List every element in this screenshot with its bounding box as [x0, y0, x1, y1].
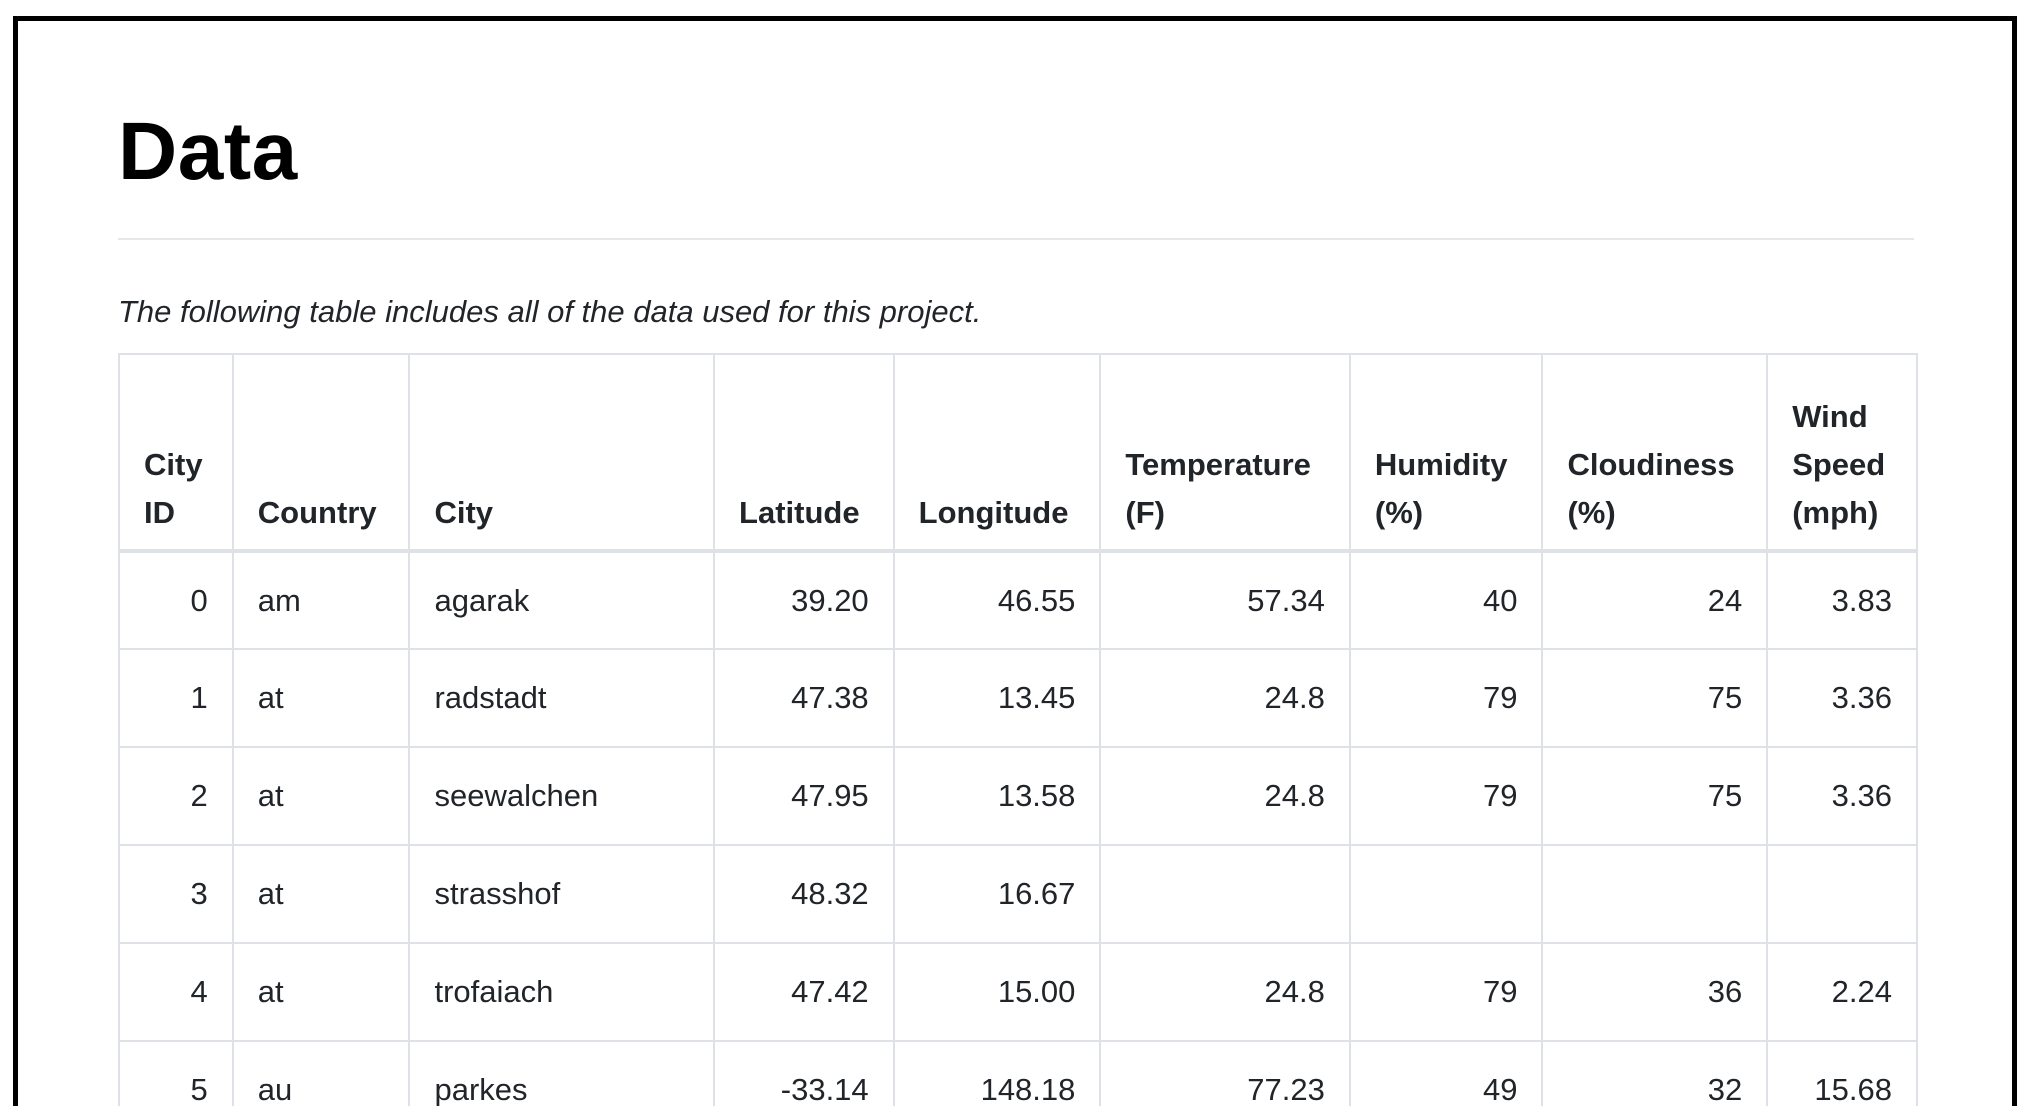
- cell-city: agarak: [408, 550, 716, 650]
- header-wind-speed[interactable]: Wind Speed (mph): [1766, 353, 1918, 553]
- cell-city: radstadt: [408, 648, 716, 748]
- cell-city-id: 4: [118, 942, 234, 1042]
- cell-cloudiness: 32: [1541, 1040, 1769, 1106]
- cell-country: at: [231, 746, 411, 846]
- cell-cloudiness: 75: [1541, 746, 1769, 846]
- cell-wind-speed: 15.68: [1766, 1040, 1918, 1106]
- header-humidity[interactable]: Humidity (%): [1348, 353, 1544, 553]
- cell-latitude: 47.42: [713, 942, 895, 1042]
- cell-country: at: [231, 844, 411, 944]
- cell-longitude: 15.00: [892, 942, 1102, 1042]
- cell-latitude: 48.32: [713, 844, 895, 944]
- header-latitude[interactable]: Latitude: [713, 353, 895, 553]
- cell-city-id: 2: [118, 746, 234, 846]
- cell-city: trofaiach: [408, 942, 716, 1042]
- header-city[interactable]: City: [408, 353, 716, 553]
- table-row: 1 at radstadt 47.38 13.45 24.8 79 75 3.3…: [118, 648, 1918, 748]
- cell-temperature: 77.23: [1099, 1040, 1351, 1106]
- table-row: 4 at trofaiach 47.42 15.00 24.8 79 36 2.…: [118, 942, 1918, 1042]
- cell-latitude: 39.20: [713, 550, 895, 650]
- intro-text: The following table includes all of the …: [118, 294, 982, 329]
- header-row: City ID Country City Latitude Longitude …: [118, 353, 1918, 553]
- table-row: 3 at strasshof 48.32 16.67: [118, 844, 1918, 944]
- cell-humidity: 79: [1348, 942, 1544, 1042]
- title-divider: [118, 238, 1914, 240]
- cell-city: strasshof: [408, 844, 716, 944]
- cell-country: at: [231, 648, 411, 748]
- cell-temperature: 24.8: [1099, 942, 1351, 1042]
- table-row: 2 at seewalchen 47.95 13.58 24.8 79 75 3…: [118, 746, 1918, 846]
- header-longitude[interactable]: Longitude: [892, 353, 1102, 553]
- cell-wind-speed: 2.24: [1766, 942, 1918, 1042]
- cell-country: at: [231, 942, 411, 1042]
- cell-country: au: [231, 1040, 411, 1106]
- table-row: 5 au parkes -33.14 148.18 77.23 49 32 15…: [118, 1040, 1918, 1106]
- cell-wind-speed: 3.83: [1766, 550, 1918, 650]
- cell-temperature: [1099, 844, 1351, 944]
- cell-longitude: 16.67: [892, 844, 1102, 944]
- cell-longitude: 13.58: [892, 746, 1102, 846]
- cell-humidity: [1348, 844, 1544, 944]
- header-temperature[interactable]: Temperature (F): [1099, 353, 1351, 553]
- cell-temperature: 57.34: [1099, 550, 1351, 650]
- cell-latitude: 47.95: [713, 746, 895, 846]
- table-row: 0 am agarak 39.20 46.55 57.34 40 24 3.83: [118, 550, 1918, 650]
- data-table: City ID Country City Latitude Longitude …: [118, 353, 1918, 1106]
- cell-cloudiness: 24: [1541, 550, 1769, 650]
- cell-longitude: 148.18: [892, 1040, 1102, 1106]
- cell-humidity: 49: [1348, 1040, 1544, 1106]
- cell-temperature: 24.8: [1099, 746, 1351, 846]
- cell-cloudiness: 75: [1541, 648, 1769, 748]
- cell-cloudiness: [1541, 844, 1769, 944]
- cell-city-id: 0: [118, 550, 234, 650]
- cell-humidity: 40: [1348, 550, 1544, 650]
- page-frame: Data The following table includes all of…: [13, 16, 2017, 1106]
- cell-humidity: 79: [1348, 746, 1544, 846]
- page-title: Data: [118, 106, 298, 197]
- cell-cloudiness: 36: [1541, 942, 1769, 1042]
- table-header: City ID Country City Latitude Longitude …: [118, 353, 1918, 553]
- cell-city: seewalchen: [408, 746, 716, 846]
- cell-latitude: -33.14: [713, 1040, 895, 1106]
- cell-wind-speed: 3.36: [1766, 648, 1918, 748]
- cell-city-id: 3: [118, 844, 234, 944]
- cell-city-id: 5: [118, 1040, 234, 1106]
- cell-city-id: 1: [118, 648, 234, 748]
- cell-country: am: [231, 550, 411, 650]
- cell-latitude: 47.38: [713, 648, 895, 748]
- cell-wind-speed: 3.36: [1766, 746, 1918, 846]
- cell-wind-speed: [1766, 844, 1918, 944]
- table-body: 0 am agarak 39.20 46.55 57.34 40 24 3.83…: [118, 550, 1918, 1106]
- cell-longitude: 46.55: [892, 550, 1102, 650]
- header-city-id[interactable]: City ID: [118, 353, 234, 553]
- cell-temperature: 24.8: [1099, 648, 1351, 748]
- cell-longitude: 13.45: [892, 648, 1102, 748]
- header-country[interactable]: Country: [231, 353, 411, 553]
- cell-humidity: 79: [1348, 648, 1544, 748]
- header-cloudiness[interactable]: Cloudiness (%): [1541, 353, 1769, 553]
- cell-city: parkes: [408, 1040, 716, 1106]
